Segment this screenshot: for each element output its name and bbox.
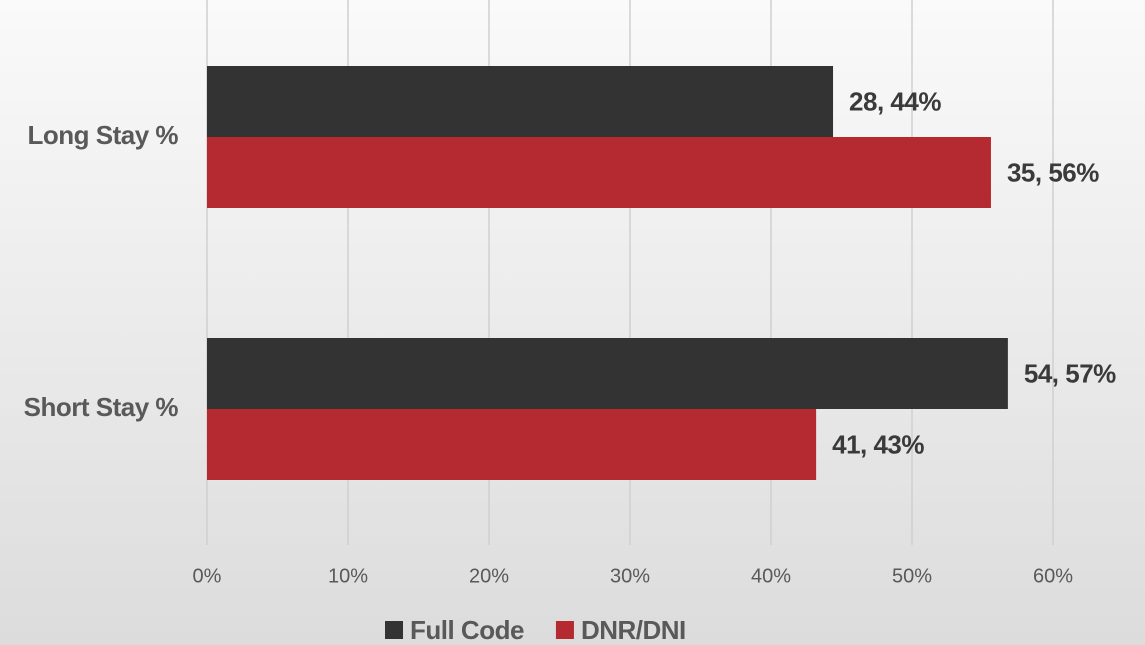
- x-tick-label: 60%: [1033, 565, 1073, 587]
- data-label: 28, 44%: [849, 86, 941, 116]
- bar: [207, 137, 991, 208]
- y-tick-label: Long Stay %: [27, 120, 178, 150]
- data-label: 35, 56%: [1007, 157, 1099, 187]
- x-tick-label: 40%: [751, 565, 791, 587]
- x-tick-label: 0%: [193, 565, 222, 587]
- bar: [207, 409, 817, 480]
- legend-label: Full Code: [410, 615, 524, 645]
- x-tick-label: 10%: [328, 565, 368, 587]
- data-label: 41, 43%: [832, 429, 924, 459]
- x-tick-label: 20%: [469, 565, 509, 587]
- bar: [207, 66, 834, 137]
- legend-swatch: [385, 621, 403, 639]
- legend-label: DNR/DNI: [581, 615, 686, 645]
- bar: [207, 338, 1008, 409]
- y-tick-label: Short Stay %: [24, 392, 179, 422]
- x-tick-label: 30%: [610, 565, 650, 587]
- data-label: 54, 57%: [1024, 358, 1116, 388]
- x-tick-label: 50%: [892, 565, 932, 587]
- legend-swatch: [555, 621, 574, 639]
